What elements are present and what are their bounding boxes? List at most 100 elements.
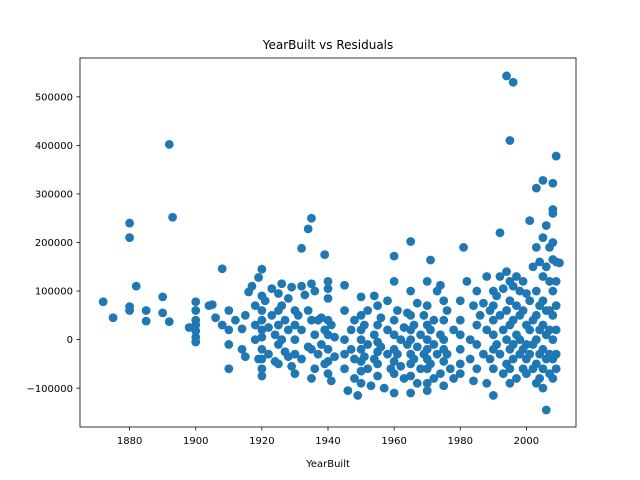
data-point: [459, 242, 468, 252]
data-point: [545, 276, 554, 286]
data-point: [217, 320, 227, 330]
data-point: [350, 315, 359, 325]
data-point: [98, 297, 108, 307]
data-point: [313, 349, 323, 359]
data-point: [416, 330, 425, 340]
data-point: [224, 325, 234, 335]
data-point: [369, 330, 379, 340]
data-point: [125, 233, 134, 243]
data-point: [512, 272, 521, 281]
data-point: [346, 344, 356, 354]
data-point: [495, 228, 505, 238]
data-point: [445, 364, 455, 374]
data-point: [406, 335, 416, 345]
data-point: [522, 340, 531, 349]
data-point: [508, 281, 518, 291]
data-point: [383, 325, 392, 335]
data-point: [455, 330, 465, 340]
data-point: [257, 364, 267, 374]
data-point: [389, 357, 399, 366]
data-point: [274, 320, 283, 330]
data-point: [472, 320, 482, 330]
data-point: [508, 315, 518, 325]
data-point: [250, 335, 260, 345]
data-point: [164, 317, 174, 327]
data-point: [436, 280, 445, 290]
data-point: [502, 267, 511, 277]
data-point: [191, 297, 201, 307]
data-point: [498, 284, 508, 294]
data-point: [498, 369, 508, 378]
data-point: [522, 289, 531, 298]
data-point: [412, 378, 422, 388]
data-point: [326, 376, 336, 386]
data-point: [231, 315, 240, 325]
data-point: [369, 291, 379, 301]
data-point: [277, 335, 287, 345]
data-point: [548, 374, 558, 383]
data-point: [531, 242, 541, 252]
data-point: [512, 374, 521, 383]
data-point: [250, 301, 260, 311]
data-point: [535, 257, 545, 267]
data-point: [538, 233, 548, 243]
data-point: [548, 310, 558, 320]
data-point: [406, 310, 416, 320]
x-axis-label: YearBuilt: [305, 459, 350, 470]
data-point: [495, 310, 505, 320]
data-point: [505, 378, 515, 388]
data-point: [455, 315, 465, 325]
data-point: [475, 310, 485, 320]
data-point: [293, 310, 303, 320]
data-point: [482, 272, 492, 281]
data-point: [465, 354, 475, 364]
data-point: [290, 349, 300, 359]
data-point: [495, 349, 505, 359]
data-point: [406, 237, 416, 246]
data-point: [383, 296, 392, 306]
data-point: [307, 279, 316, 289]
data-point: [277, 279, 287, 289]
data-points: [98, 71, 564, 415]
data-point: [240, 310, 250, 320]
data-point: [359, 352, 369, 361]
data-point: [376, 313, 386, 323]
data-point: [191, 326, 201, 336]
data-point: [125, 306, 134, 315]
data-point: [508, 354, 518, 364]
data-point: [429, 340, 439, 349]
data-point: [363, 364, 373, 374]
data-point: [267, 310, 277, 320]
data-point: [247, 281, 257, 291]
data-point: [303, 224, 313, 234]
data-point: [525, 296, 535, 306]
y-axis-ticks: −100000 0 100000 200000 300000 400000 500000: [26, 92, 80, 395]
data-point: [538, 272, 548, 281]
data-point: [538, 175, 548, 185]
data-point: [373, 371, 382, 381]
data-point: [283, 325, 293, 335]
data-point: [409, 354, 419, 364]
data-point: [257, 315, 267, 325]
data-point: [548, 286, 558, 296]
y-tick-label: 100000: [35, 287, 73, 298]
x-tick-label: 1920: [249, 436, 274, 447]
data-point: [439, 381, 449, 391]
data-point: [191, 306, 201, 315]
data-point: [502, 306, 511, 315]
data-point: [323, 357, 333, 366]
data-point: [419, 310, 429, 320]
data-point: [267, 284, 277, 294]
data-point: [323, 293, 333, 303]
data-point: [125, 218, 134, 228]
data-point: [237, 324, 247, 334]
data-point: [538, 364, 548, 374]
data-point: [393, 306, 402, 315]
data-point: [346, 325, 356, 335]
data-point: [356, 335, 366, 345]
data-point: [515, 286, 525, 296]
data-point: [422, 386, 432, 395]
data-point: [551, 349, 561, 359]
data-point: [379, 383, 389, 393]
data-point: [399, 374, 409, 383]
